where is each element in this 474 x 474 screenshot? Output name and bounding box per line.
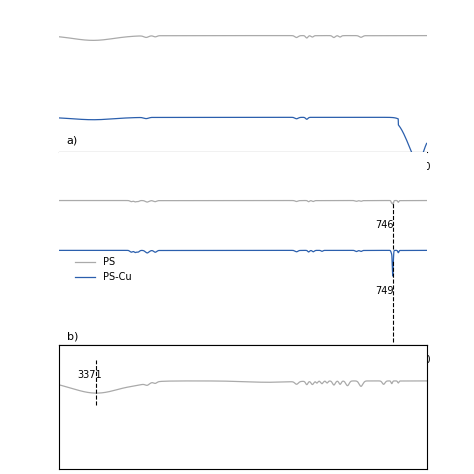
PS [157,198,163,203]
PS-Cu [269,247,275,253]
Text: a): a) [66,135,78,145]
Line: PS: PS [59,201,427,205]
PS [266,198,272,203]
PS-Cu [266,247,272,253]
X-axis label: Wavenumber, cm⁻¹: Wavenumber, cm⁻¹ [189,370,297,380]
PS-Cu [56,247,62,253]
PS-Cu [157,247,163,253]
PS-Cu [68,247,73,253]
X-axis label: Wavenumber, cm⁻¹: Wavenumber, cm⁻¹ [189,178,297,188]
Text: 3371: 3371 [78,371,102,381]
PS-Cu [86,247,91,253]
PS [269,198,275,203]
Line: PS-Cu: PS-Cu [59,250,427,276]
Text: 746: 746 [375,220,393,230]
PS-Cu [424,247,429,253]
PS [56,198,62,203]
PS-Cu [390,273,396,279]
PS-Cu [249,247,255,253]
PS [424,198,429,203]
PS [249,198,255,203]
Text: 749: 749 [375,286,393,296]
Legend: PS, PS-Cu: PS, PS-Cu [72,254,135,286]
PS [86,198,91,203]
PS [68,198,73,203]
PS [390,202,396,208]
Text: b): b) [66,331,78,341]
